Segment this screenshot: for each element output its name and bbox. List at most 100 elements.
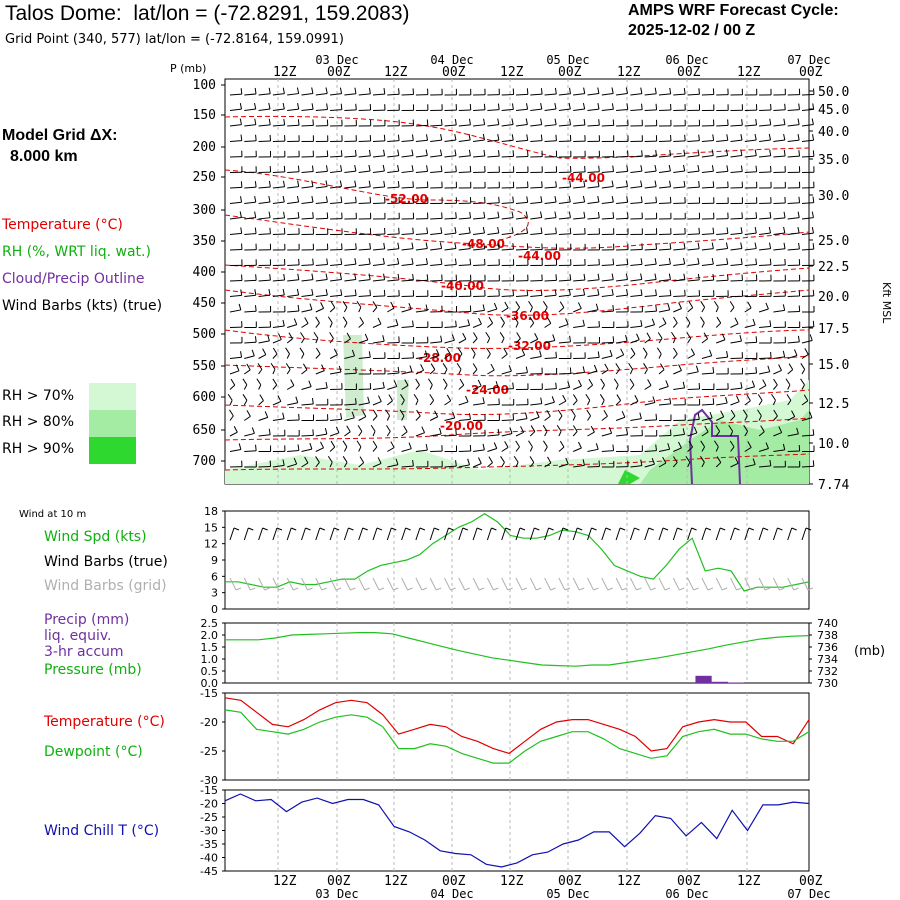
wind-barb-flag — [296, 195, 300, 203]
wind-barb — [344, 93, 357, 96]
wind-barb — [801, 434, 814, 437]
wind-barb — [301, 171, 314, 173]
wind-panel-ytick-2: 12 — [204, 538, 218, 551]
wind10-barb — [401, 527, 407, 541]
top-time-label-9: 00Z — [799, 65, 823, 80]
wind-barb-flag — [669, 397, 672, 404]
wind-barb-flag — [640, 459, 643, 466]
wind-barb — [344, 294, 357, 297]
wind-barb — [587, 201, 600, 204]
wind10-grid-barb — [343, 577, 351, 591]
wind10-barb — [558, 527, 564, 541]
wind-barb — [244, 108, 256, 111]
wind10-grid-barb — [615, 577, 623, 591]
wind-barb-flag — [541, 181, 543, 188]
wind-barb-flag — [612, 444, 615, 451]
wind-barb — [701, 139, 714, 142]
pressure-tick-600: 600 — [193, 390, 216, 405]
wind-barb-flag — [611, 103, 614, 110]
wind-barb-flag — [626, 289, 629, 296]
wind-barb — [301, 186, 314, 189]
windchill-panel-ytick-0: -15 — [200, 784, 218, 797]
wind-barb-flag — [662, 456, 667, 464]
wind-barb — [444, 124, 457, 127]
model-grid-label: Model Grid ΔX: — [2, 127, 118, 144]
wind-barb — [473, 139, 485, 142]
wind-barb-flag — [325, 165, 328, 172]
wind-barb — [687, 170, 700, 173]
wind-barb — [658, 403, 671, 406]
wind-barb-flag — [355, 103, 357, 110]
wind-barb-flag — [325, 87, 328, 94]
wind-barb — [658, 462, 667, 468]
wind-barb-flag — [362, 410, 367, 417]
wind-barb-flag — [562, 394, 567, 402]
wind-barb — [587, 217, 600, 220]
wind-barb-flag — [640, 87, 643, 94]
wind-barb-flag — [778, 364, 782, 371]
wind-barb — [301, 434, 314, 437]
wind-barb-flag — [429, 394, 435, 401]
wind-barb — [415, 139, 428, 142]
wind-barb-flag — [320, 441, 324, 449]
wind-barb — [530, 338, 538, 344]
wind-barb-flag — [711, 149, 714, 156]
label-pressure: Pressure (mb) — [44, 662, 142, 678]
wind10-barb-flag — [448, 527, 454, 531]
wind-barb — [773, 264, 786, 266]
wind-barb — [243, 384, 248, 390]
wind-barb-flag — [493, 442, 498, 449]
wind-barb-flag — [741, 212, 743, 219]
windchill-panel-ytick-4: -35 — [200, 838, 218, 851]
top-date-label-0: 03 Dec — [315, 53, 358, 67]
wind-barb — [372, 415, 378, 421]
wind-barb-flag — [612, 258, 615, 265]
wind-barb — [744, 124, 757, 127]
wind-barb-flag — [683, 88, 686, 95]
wind-barb-flag — [671, 331, 676, 339]
wind-barb-flag — [611, 87, 614, 94]
wind-barb — [487, 462, 493, 468]
wind-barb — [487, 109, 500, 111]
wind-barb-flag — [739, 334, 742, 342]
wind10-grid-barb-flag — [579, 587, 585, 591]
top-time-label-1: 00Z — [327, 65, 351, 80]
wind-barb — [330, 155, 342, 158]
wind-barb — [701, 263, 714, 266]
wind-barb — [315, 322, 320, 328]
wind-barb-flag — [669, 289, 672, 296]
wind-barb — [473, 248, 485, 251]
wind-barb-flag — [755, 212, 758, 219]
wind-barb — [301, 124, 314, 127]
wind-barb — [301, 201, 314, 204]
wind-barb — [701, 462, 705, 468]
wind-barb-flag — [535, 411, 540, 418]
wind10-barb-flag — [262, 527, 268, 531]
wind-barb — [386, 431, 391, 437]
wind-barb — [387, 386, 397, 390]
wind-barb-flag — [556, 425, 562, 432]
wind-barb — [544, 279, 557, 282]
wind-barb — [630, 201, 643, 204]
wind-barb — [387, 186, 400, 189]
wind-barb — [458, 418, 471, 421]
wind-barb-flag — [462, 332, 467, 340]
wind-barb — [530, 356, 542, 359]
wind-barb-flag — [554, 211, 557, 218]
wind-barb-flag — [747, 441, 752, 448]
wind10-barb-flag — [376, 527, 383, 531]
wind-barb — [758, 400, 763, 406]
wind-barb — [544, 233, 557, 235]
wind-barb-flag — [390, 301, 395, 309]
wind10-barb-flag — [276, 527, 283, 531]
wind-barb — [372, 462, 382, 468]
wind-barb — [644, 353, 648, 359]
wind-barb — [558, 93, 571, 96]
wind-barb — [315, 170, 328, 173]
wind-barb-flag — [812, 103, 815, 110]
wind-barb — [730, 340, 742, 344]
wind-barb-flag — [652, 396, 656, 403]
wind-barb-flag — [230, 378, 236, 386]
wind-barb — [372, 401, 382, 406]
wind-barb-flag — [386, 425, 391, 432]
